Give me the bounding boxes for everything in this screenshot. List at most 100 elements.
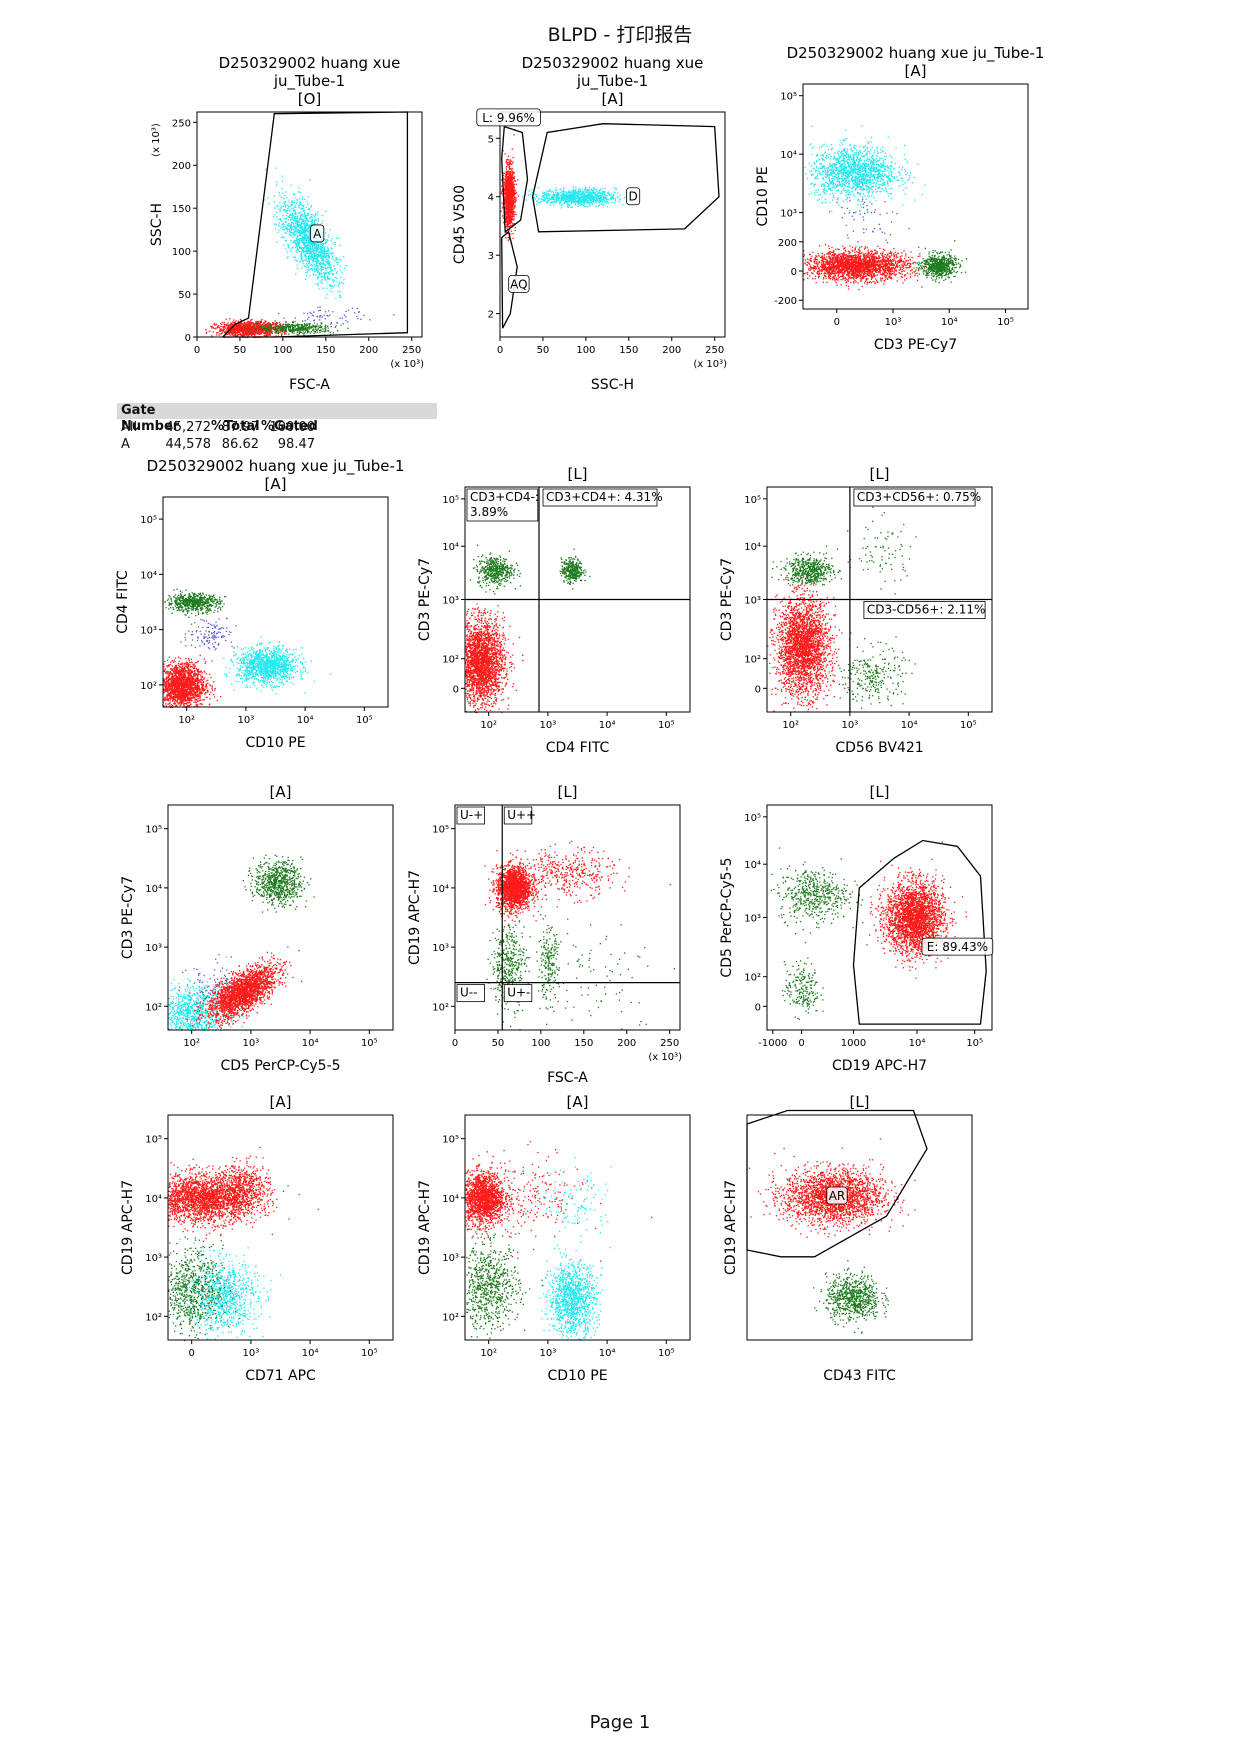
y-tick-label: 10²: [744, 655, 761, 666]
event-cloud: [465, 544, 591, 714]
quadrant-label: 3.89%: [470, 505, 508, 519]
x-tick-label: 10⁴: [909, 1038, 926, 1049]
table-header: Gate Number %Total%Gated: [117, 403, 437, 434]
plot-cd19-vs-cd10: [A] 10² 10³ 10⁴ 10⁵ 10² 10³ 10⁴ 10⁵ CD10 PE CD19 A…: [415, 1090, 710, 1400]
plot-frame: [196, 111, 423, 338]
x-tick-label: 10³: [885, 317, 902, 328]
y-tick-label: 10²: [140, 681, 157, 692]
x-tick-label: 10⁵: [966, 1038, 983, 1049]
gate-label-box: [826, 1186, 848, 1205]
y-tick-label: 10⁵: [442, 1135, 459, 1146]
x-tick-label: 10³: [243, 1348, 260, 1359]
chart-svg: [A] 0 10³ 10⁴ 10⁵ 10² 10³ 10⁴ 10⁵ CD71 APC CD19 AP…: [120, 1093, 394, 1384]
chart-title-line: D250329002 huang xue: [219, 54, 401, 72]
x-tick-label: 10⁵: [356, 715, 373, 726]
x-axis-label: FSC-A: [547, 1070, 588, 1086]
chart-title-line: [A]: [602, 90, 624, 108]
chart-title-line: [A]: [567, 1093, 589, 1111]
gate-label: AQ: [510, 277, 527, 291]
chart-svg: [L] AR CD43 FITC CD19 APC-H7: [723, 1093, 973, 1384]
y-tick-label: 10⁵: [145, 1135, 162, 1146]
y-axis-label: CD5 PerCP-Cy5-5: [719, 857, 735, 977]
gate-polygon: [746, 1109, 928, 1258]
quadrant-label: U--: [460, 986, 477, 1000]
x-unit-label: (x 10³): [390, 359, 424, 370]
plot-frame: [746, 1114, 973, 1341]
y-tick-label: 10³: [145, 1253, 162, 1264]
x-tick-label: 100: [576, 345, 595, 356]
y-tick-label: 0: [755, 684, 761, 695]
event-cloud: [748, 1138, 916, 1334]
chart-title-line: [A]: [905, 62, 927, 80]
y-tick-label: 50: [178, 290, 191, 301]
gate-polygon: [531, 123, 720, 233]
chart-title-line: ju_Tube-1: [576, 72, 648, 91]
x-tick-label: 10²: [183, 1038, 200, 1049]
y-tick-label: 10²: [432, 1002, 449, 1013]
x-tick-label: 10²: [782, 720, 799, 731]
header-total: %Total: [211, 419, 261, 435]
y-tick-label: -200: [774, 296, 797, 307]
y-tick-label: 10⁵: [442, 495, 459, 506]
x-tick-label: 0: [834, 317, 840, 328]
gate-label: E: 89.43%: [927, 940, 988, 954]
chart-title-line: D250329002 huang xue: [522, 54, 704, 72]
x-unit-label: (x 10³): [648, 1052, 682, 1063]
y-tick-label: 0: [453, 684, 459, 695]
y-tick-label: 10⁴: [744, 542, 761, 553]
x-axis-label: CD3 PE-Cy7: [874, 337, 957, 353]
cell-gated: 100.00: [259, 419, 316, 436]
y-tick-label: 10⁵: [432, 825, 449, 836]
gate-label-box: [508, 275, 530, 293]
quadrant-label-box: [863, 601, 986, 619]
x-tick-label: 0: [194, 345, 200, 356]
x-tick-label: 200: [662, 345, 681, 356]
gate-label-box: [626, 187, 641, 206]
chart-title-line: [A]: [270, 783, 292, 801]
y-tick-label: 10³: [140, 626, 157, 637]
x-tick-label: 250: [705, 345, 724, 356]
header-gated: %Gated: [261, 419, 321, 435]
quadrant-label: CD3+CD4-:: [470, 490, 539, 504]
gate-label: L: 9.96%: [482, 111, 535, 125]
y-tick-label: 10⁵: [145, 825, 162, 836]
y-tick-label: 10⁴: [145, 884, 162, 895]
x-axis-label: CD71 APC: [245, 1368, 316, 1384]
chart-svg: [L] U-+ U++ U-- U+- 0 50 100 150 200 250 10² 10³ 10⁴ 1…: [407, 783, 682, 1086]
plot-cd19-vs-fsc: [L] U-+ U++ U-- U+- 0 50 100 150 200 250 10² 10³ 10⁴ 1…: [407, 780, 700, 1090]
y-tick-label: 0: [185, 333, 191, 344]
x-axis-label: FSC-A: [289, 377, 330, 393]
quadrant-label: CD3-CD56+: 2.11%: [867, 603, 986, 617]
event-cloud: [205, 167, 395, 339]
chart-title-line: [L]: [849, 1093, 869, 1111]
y-tick-label: 10³: [744, 596, 761, 607]
y-axis-label: CD10 PE: [755, 166, 771, 226]
table-row: All 45,272 87.97 100.00: [117, 419, 437, 436]
plot-frame: [167, 804, 394, 1031]
cell-total: 87.97: [211, 419, 259, 436]
chart-title-line: [L]: [567, 465, 587, 483]
gate-label-box: [310, 224, 325, 243]
table-row: A 44,578 86.62 98.47: [117, 436, 437, 453]
cell-total: 86.62: [211, 436, 259, 453]
quadrant-label-box: [456, 806, 486, 825]
event-cloud: [484, 840, 675, 1031]
y-tick-label: 5: [488, 134, 494, 145]
cell-gate: All: [117, 419, 161, 436]
x-tick-label: 10²: [480, 1348, 497, 1359]
y-tick-label: 100: [172, 247, 191, 258]
header-gate-number: Gate Number: [117, 403, 211, 435]
x-tick-label: 10⁵: [960, 720, 977, 731]
x-tick-label: 0: [188, 1348, 194, 1359]
x-tick-label: 10³: [842, 720, 859, 731]
chart-title-line: [A]: [270, 1093, 292, 1111]
chart-svg: D250329002 huang xue ju_Tube-1[A] 0 10³ 10⁴…: [755, 44, 1044, 353]
quadrant-label: CD3+CD4+: 4.31%: [546, 490, 663, 504]
event-cloud: [500, 134, 636, 241]
chart-title-line: [L]: [557, 783, 577, 801]
x-tick-label: 10⁴: [297, 715, 314, 726]
y-axis-label: SSC-H: [149, 203, 165, 246]
event-cloud: [770, 841, 968, 1020]
x-tick-label: 200: [617, 1038, 636, 1049]
